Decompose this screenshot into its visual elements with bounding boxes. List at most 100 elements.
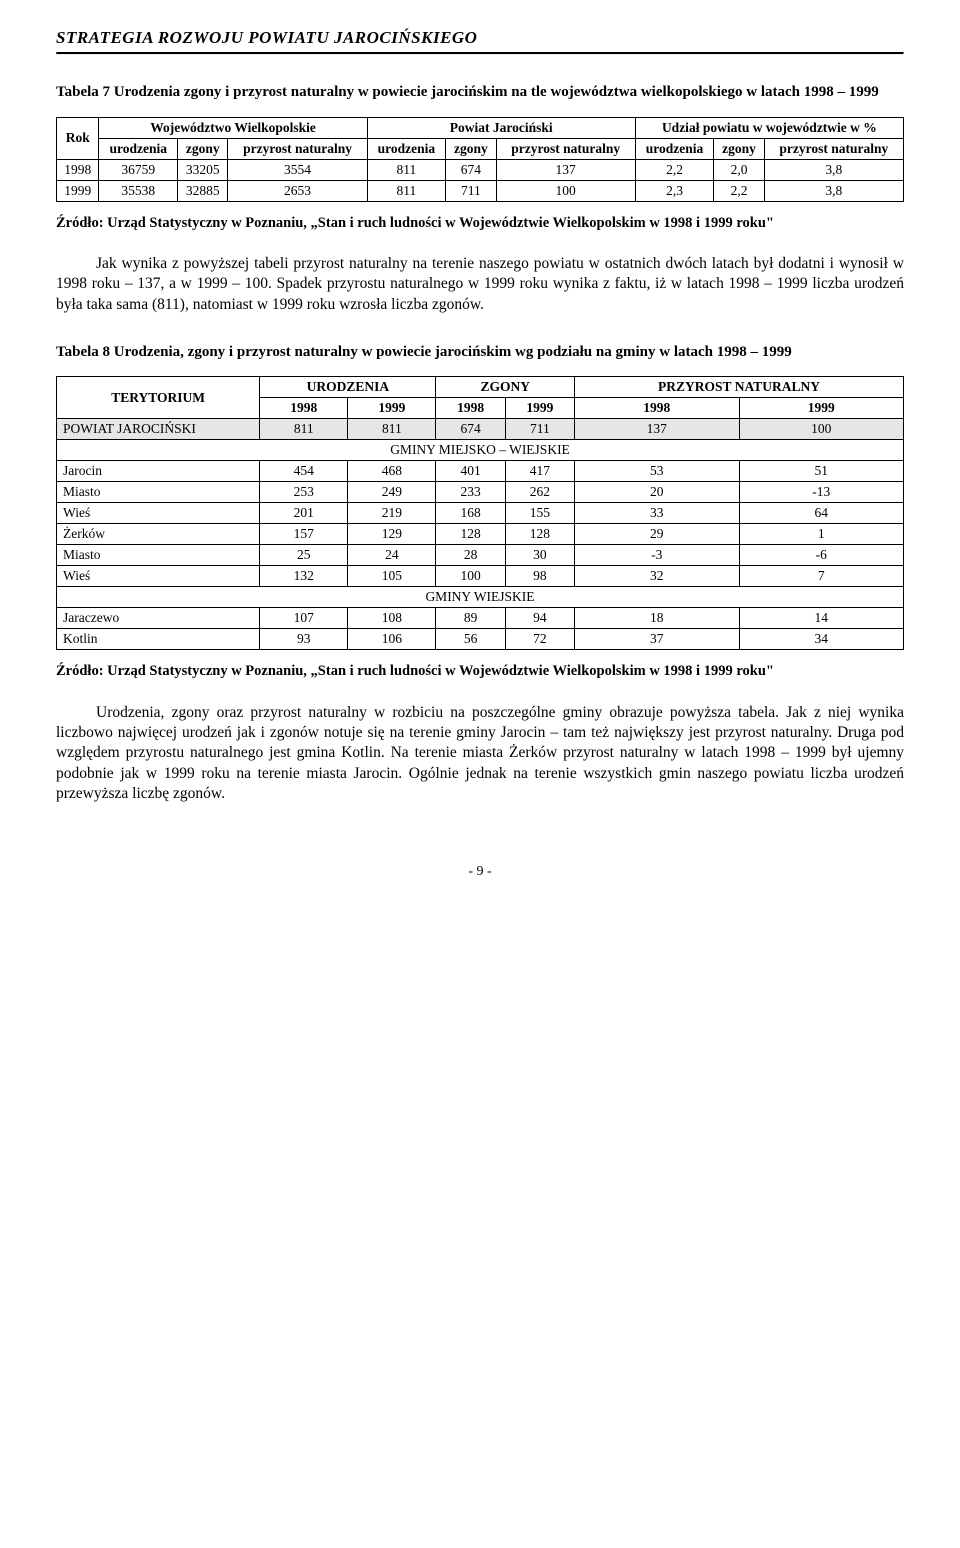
- t7-h-p2: przyrost naturalny: [496, 138, 635, 159]
- t8-value-cell: 29: [575, 524, 739, 545]
- t8-h-99b: 1999: [505, 398, 574, 419]
- t7-value-cell: 35538: [99, 180, 178, 201]
- t7-value-cell: 2,3: [635, 180, 714, 201]
- t8-value-cell: 94: [505, 608, 574, 629]
- t7-value-cell: 100: [496, 180, 635, 201]
- table-row: Miasto25324923326220-13: [57, 482, 904, 503]
- table-row: Wieś13210510098327: [57, 566, 904, 587]
- t8-value-cell: 168: [436, 503, 505, 524]
- t8-value-cell: 262: [505, 482, 574, 503]
- t7-value-cell: 674: [446, 159, 496, 180]
- t7-value-cell: 2,2: [714, 180, 764, 201]
- table8-source: Źródło: Urząd Statystyczny w Poznaniu, „…: [56, 662, 904, 681]
- table-row: Żerków157129128128291: [57, 524, 904, 545]
- t8-h-98b: 1998: [436, 398, 505, 419]
- t8-value-cell: 129: [348, 524, 436, 545]
- t7-h-u1: urodzenia: [99, 138, 178, 159]
- t7-value-cell: 2653: [228, 180, 367, 201]
- t8-value-cell: 72: [505, 629, 574, 650]
- table-row: Kotlin9310656723734: [57, 629, 904, 650]
- t8-value-cell: 24: [348, 545, 436, 566]
- t7-value-cell: 3554: [228, 159, 367, 180]
- t7-rok-cell: 1998: [57, 159, 99, 180]
- t8-label-cell: Miasto: [57, 482, 260, 503]
- t8-value-cell: 219: [348, 503, 436, 524]
- t8-value-cell: 64: [739, 503, 904, 524]
- t7-value-cell: 2,2: [635, 159, 714, 180]
- t8-value-cell: 100: [436, 566, 505, 587]
- t8-label-cell: Jaraczewo: [57, 608, 260, 629]
- t7-value-cell: 32885: [178, 180, 228, 201]
- t8-value-cell: 401: [436, 461, 505, 482]
- t8-h-z: ZGONY: [436, 377, 575, 398]
- t8-value-cell: -6: [739, 545, 904, 566]
- t7-h-group3: Udział powiatu w województwie w %: [635, 117, 903, 138]
- table-row: 1999355383288526538117111002,32,23,8: [57, 180, 904, 201]
- t8-value-cell: 37: [575, 629, 739, 650]
- t8-value-cell: 811: [260, 419, 348, 440]
- t7-h-u3: urodzenia: [635, 138, 714, 159]
- t7-h-group1: Województwo Wielkopolskie: [99, 117, 367, 138]
- table-row: 1998367593320535548116741372,22,03,8: [57, 159, 904, 180]
- t7-h-p1: przyrost naturalny: [228, 138, 367, 159]
- t8-label-cell: Kotlin: [57, 629, 260, 650]
- t8-value-cell: 14: [739, 608, 904, 629]
- t8-value-cell: 108: [348, 608, 436, 629]
- t8-label-cell: Miasto: [57, 545, 260, 566]
- t8-value-cell: 32: [575, 566, 739, 587]
- table7: Rok Województwo Wielkopolskie Powiat Jar…: [56, 117, 904, 202]
- t8-h-98c: 1998: [575, 398, 739, 419]
- t8-value-cell: 18: [575, 608, 739, 629]
- t8-label-cell: POWIAT JAROCIŃSKI: [57, 419, 260, 440]
- t8-value-cell: 132: [260, 566, 348, 587]
- page-header-title: STRATEGIA ROZWOJU POWIATU JAROCIŃSKIEGO: [56, 28, 904, 48]
- t8-value-cell: 417: [505, 461, 574, 482]
- header-rule: [56, 52, 904, 55]
- table-row: Miasto25242830-3-6: [57, 545, 904, 566]
- t8-label-cell: Wieś: [57, 566, 260, 587]
- t7-h-rok: Rok: [57, 117, 99, 159]
- t7-h-z3: zgony: [714, 138, 764, 159]
- t8-section-cell: GMINY WIEJSKIE: [57, 587, 904, 608]
- t7-value-cell: 36759: [99, 159, 178, 180]
- paragraph-1: Jak wynika z powyższej tabeli przyrost n…: [56, 254, 904, 314]
- t8-value-cell: 106: [348, 629, 436, 650]
- t7-value-cell: 3,8: [764, 180, 903, 201]
- t8-h-99a: 1999: [348, 398, 436, 419]
- table8-caption: Tabela 8 Urodzenia, zgony i przyrost nat…: [56, 343, 904, 363]
- t8-value-cell: 253: [260, 482, 348, 503]
- t8-value-cell: 30: [505, 545, 574, 566]
- t8-h-u: URODZENIA: [260, 377, 436, 398]
- t8-value-cell: 98: [505, 566, 574, 587]
- t7-h-p3: przyrost naturalny: [764, 138, 903, 159]
- t8-h-98a: 1998: [260, 398, 348, 419]
- t8-label-cell: Jarocin: [57, 461, 260, 482]
- t7-value-cell: 811: [367, 159, 446, 180]
- t8-value-cell: 7: [739, 566, 904, 587]
- t8-h-99c: 1999: [739, 398, 904, 419]
- t8-value-cell: 107: [260, 608, 348, 629]
- table-section-row: GMINY MIEJSKO – WIEJSKIE: [57, 440, 904, 461]
- t8-value-cell: 157: [260, 524, 348, 545]
- t7-value-cell: 2,0: [714, 159, 764, 180]
- paragraph-2: Urodzenia, zgony oraz przyrost naturalny…: [56, 703, 904, 804]
- t7-h-group2: Powiat Jarociński: [367, 117, 635, 138]
- t8-value-cell: 155: [505, 503, 574, 524]
- t8-value-cell: 233: [436, 482, 505, 503]
- page-number: - 9 -: [56, 864, 904, 880]
- table7-caption: Tabela 7 Urodzenia zgony i przyrost natu…: [56, 83, 904, 103]
- t7-h-z1: zgony: [178, 138, 228, 159]
- t7-h-u2: urodzenia: [367, 138, 446, 159]
- t8-value-cell: 468: [348, 461, 436, 482]
- t8-value-cell: -13: [739, 482, 904, 503]
- t8-value-cell: 89: [436, 608, 505, 629]
- t8-value-cell: 53: [575, 461, 739, 482]
- t8-value-cell: 100: [739, 419, 904, 440]
- t8-value-cell: 674: [436, 419, 505, 440]
- t7-value-cell: 33205: [178, 159, 228, 180]
- t8-value-cell: 28: [436, 545, 505, 566]
- t8-value-cell: 811: [348, 419, 436, 440]
- table7-source: Źródło: Urząd Statystyczny w Poznaniu, „…: [56, 214, 904, 233]
- t8-value-cell: 249: [348, 482, 436, 503]
- t7-value-cell: 137: [496, 159, 635, 180]
